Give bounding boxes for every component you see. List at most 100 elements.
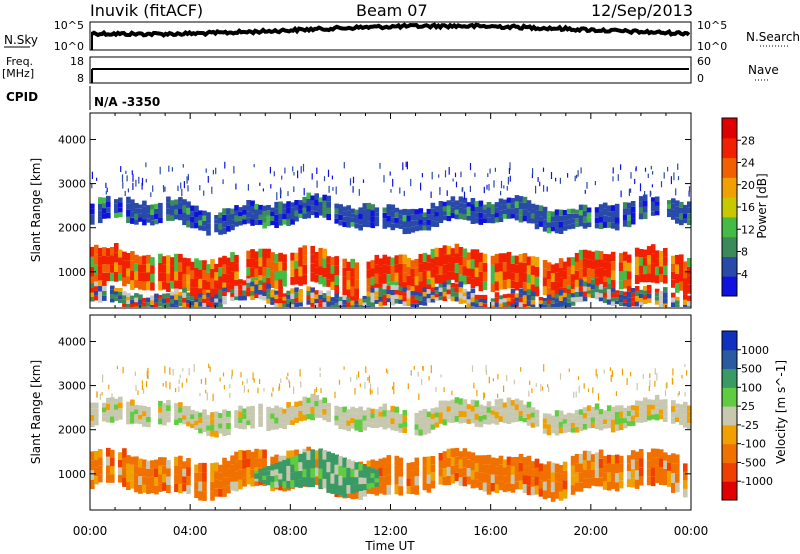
heatmap-cell — [158, 465, 163, 475]
scatter-cell — [101, 392, 103, 396]
heatmap-cell — [442, 459, 448, 469]
heatmap-cell — [470, 399, 476, 406]
heatmap-cell — [675, 212, 680, 218]
heatmap-cell — [586, 405, 592, 412]
heatmap-cell — [406, 298, 412, 303]
heatmap-cell — [382, 485, 388, 495]
heatmap-cell — [350, 412, 355, 418]
heatmap-cell — [522, 299, 528, 304]
heatmap-cell — [206, 305, 211, 307]
heatmap-cell — [138, 485, 143, 494]
heatmap-cell — [102, 264, 107, 273]
heatmap-cell — [270, 216, 275, 221]
heatmap-cell — [570, 413, 576, 419]
heatmap-cell — [382, 466, 388, 477]
heatmap-cell — [202, 409, 207, 416]
scatter-cell — [559, 177, 561, 184]
heatmap-cell — [186, 416, 191, 422]
heatmap-cell — [566, 289, 572, 294]
heatmap-cell — [234, 471, 239, 482]
heatmap-cell — [150, 300, 155, 305]
heatmap-cell — [134, 297, 139, 303]
heatmap-cell — [278, 455, 283, 465]
heatmap-cell — [386, 475, 392, 485]
heatmap-cell — [482, 415, 488, 420]
heatmap-cell — [218, 302, 223, 307]
heatmap-cell — [366, 412, 372, 418]
heatmap-cell — [470, 452, 476, 462]
heatmap-cell — [646, 246, 652, 256]
heatmap-cell — [506, 397, 512, 405]
heatmap-cell — [122, 448, 127, 458]
heatmap-cell — [562, 261, 568, 271]
heatmap-cell — [266, 205, 271, 211]
scatter-cell — [635, 166, 637, 171]
nsky-line — [91, 22, 691, 38]
scatter-cell — [611, 373, 613, 378]
heatmap-cell — [462, 214, 468, 220]
scatter-cell — [199, 185, 201, 191]
heatmap-cell — [430, 208, 436, 215]
heatmap-cell — [102, 290, 107, 296]
heatmap-cell — [386, 484, 392, 495]
heatmap-cell — [458, 417, 464, 424]
heatmap-cell — [606, 294, 612, 300]
heatmap-cell — [418, 296, 424, 301]
heatmap-cell — [462, 411, 468, 417]
heatmap-cell — [550, 482, 556, 493]
heatmap-cell — [218, 293, 223, 299]
heatmap-cell — [582, 469, 588, 479]
heatmap-cell — [222, 255, 227, 265]
heatmap-cell — [671, 203, 676, 210]
heatmap-cell — [126, 209, 131, 217]
heatmap-cell — [318, 448, 323, 459]
heatmap-cell — [570, 475, 576, 485]
heatmap-cell — [518, 202, 524, 210]
heatmap-cell — [687, 300, 692, 307]
scatter-cell — [548, 386, 550, 393]
heatmap-cell — [278, 261, 283, 271]
heatmap-cell — [606, 481, 612, 491]
heatmap-cell — [350, 277, 355, 287]
heatmap-cell — [683, 209, 688, 214]
heatmap-cell — [254, 268, 259, 278]
heatmap-cell — [554, 227, 560, 234]
heatmap-cell — [306, 403, 311, 409]
heatmap-cell — [414, 295, 420, 300]
scatter-cell — [284, 167, 286, 174]
heatmap-cell — [290, 268, 295, 277]
heatmap-cell — [394, 484, 400, 495]
heatmap-cell — [526, 475, 532, 486]
heatmap-cell — [290, 293, 295, 299]
heatmap-cell — [146, 477, 151, 486]
heatmap-cell — [458, 207, 464, 214]
heatmap-cell — [390, 257, 396, 266]
heatmap-cell — [142, 281, 147, 291]
heatmap-cell — [354, 419, 359, 425]
heatmap-cell — [578, 453, 584, 464]
scatter-cell — [279, 187, 282, 196]
heatmap-cell — [182, 405, 187, 411]
scatter-cell — [222, 372, 225, 377]
heatmap-cell — [506, 465, 512, 474]
heatmap-cell — [190, 222, 195, 229]
heatmap-cell — [258, 475, 263, 479]
heatmap-cell — [190, 300, 195, 306]
heatmap-cell — [162, 298, 167, 303]
heatmap-cell — [683, 294, 688, 300]
heatmap-cell — [630, 410, 636, 416]
heatmap-cell — [226, 429, 231, 435]
heatmap-cell — [510, 298, 516, 304]
heatmap-cell — [110, 294, 115, 299]
heatmap-cell — [462, 299, 468, 304]
heatmap-cell — [126, 203, 131, 210]
heatmap-cell — [602, 276, 608, 285]
heatmap-cell — [546, 216, 552, 223]
heatmap-cell — [298, 257, 303, 267]
heatmap-cell — [238, 207, 243, 212]
scatter-cell — [91, 184, 93, 189]
heatmap-cell — [186, 201, 191, 208]
heatmap-cell — [514, 404, 520, 411]
heatmap-cell — [430, 248, 436, 259]
heatmap-cell — [654, 196, 660, 202]
